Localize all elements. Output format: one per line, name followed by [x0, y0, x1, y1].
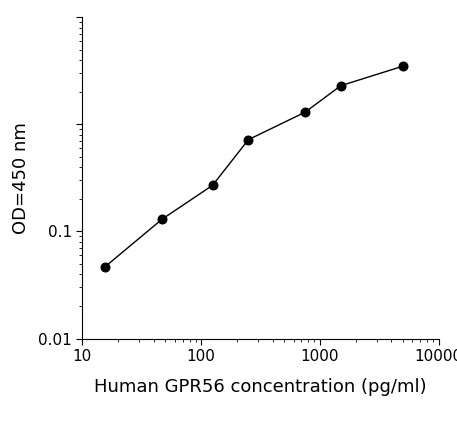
- X-axis label: Human GPR56 concentration (pg/ml): Human GPR56 concentration (pg/ml): [94, 378, 427, 396]
- Y-axis label: OD=450 nm: OD=450 nm: [12, 122, 30, 234]
